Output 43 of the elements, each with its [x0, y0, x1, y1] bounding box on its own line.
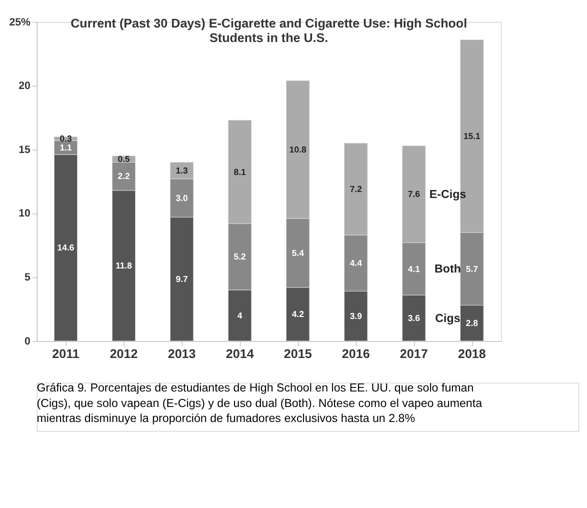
text: 0.5	[118, 154, 130, 164]
text: 15.1	[463, 131, 480, 142]
text: 4.1	[408, 264, 420, 274]
text: 4.4	[350, 258, 362, 268]
text: 3.0	[176, 192, 188, 203]
x-tick-label: 2013	[168, 346, 196, 361]
text: 4	[237, 310, 242, 320]
y-tick-label: 10	[18, 208, 31, 220]
text: Gráfica 9. Porcentajes de estudiantes de High School en los EE. UU. que solo fuman (Cigs), que solo vapean (E-Cigs) y de uso dual (Both). Nótese como el vapeo aumenta mientras disminuye la proporción de fumadores exclusivos hasta un 2.8%	[36, 381, 483, 426]
text: 1.3	[176, 165, 188, 176]
text: 5.4	[292, 248, 304, 258]
series-label: E-Cigs	[429, 188, 466, 202]
x-tick-label: 2012	[110, 346, 138, 361]
text: 9.7	[176, 274, 188, 284]
series-label: Cigs	[435, 312, 460, 325]
text: 5.2	[234, 252, 246, 262]
y-tick-label: 20	[18, 80, 31, 92]
text: 0.3	[60, 134, 72, 144]
x-tick-label: 2015	[284, 346, 312, 361]
series-label: Both	[434, 262, 461, 276]
text: 7.2	[350, 184, 362, 194]
text: 4.2	[292, 309, 304, 320]
y-tick-label: 15	[18, 144, 31, 156]
y-tick-label: 25%	[9, 16, 32, 28]
text: 8.1	[234, 166, 246, 177]
text: 5.7	[466, 264, 478, 274]
y-tick-label: 0	[24, 335, 31, 348]
text: 7.6	[408, 189, 420, 200]
x-tick-label: 2018	[458, 346, 486, 361]
text: 2.2	[118, 171, 130, 182]
x-tick-label: 2016	[342, 346, 370, 361]
x-tick-label: 2017	[400, 346, 428, 361]
text: 11.8	[116, 260, 132, 271]
y-tick-label: 5	[24, 272, 31, 284]
text: 10.8	[289, 144, 306, 154]
text: 3.9	[350, 311, 362, 322]
text: 2.8	[466, 318, 478, 328]
chart-title: Current (Past 30 Days) E-Cigarette and Cigarette Use: High School Students in the U.S.	[70, 16, 468, 46]
x-tick-label: 2014	[226, 346, 254, 361]
text: 1.1	[60, 142, 72, 153]
x-tick-label: 2011	[52, 346, 80, 361]
text: 3.6	[408, 312, 420, 323]
text: 14.6	[57, 242, 74, 253]
